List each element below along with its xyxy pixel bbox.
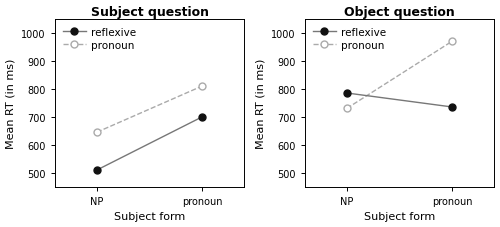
- Line: pronoun: pronoun: [94, 83, 206, 136]
- pronoun: [450, 41, 456, 43]
- Line: pronoun: pronoun: [344, 39, 456, 112]
- reflexive: [344, 92, 350, 95]
- Line: reflexive: reflexive: [344, 90, 456, 111]
- Y-axis label: Mean RT (in ms): Mean RT (in ms): [256, 58, 266, 148]
- Legend: reflexive, pronoun: reflexive, pronoun: [60, 25, 140, 54]
- pronoun: [344, 108, 350, 110]
- Y-axis label: Mean RT (in ms): Mean RT (in ms): [6, 58, 16, 148]
- Legend: reflexive, pronoun: reflexive, pronoun: [310, 25, 390, 54]
- pronoun: [200, 85, 205, 88]
- Line: reflexive: reflexive: [94, 114, 206, 174]
- X-axis label: Subject form: Subject form: [364, 212, 435, 222]
- Title: Subject question: Subject question: [90, 5, 208, 18]
- X-axis label: Subject form: Subject form: [114, 212, 185, 222]
- Title: Object question: Object question: [344, 5, 455, 18]
- reflexive: [94, 169, 100, 172]
- reflexive: [450, 106, 456, 109]
- pronoun: [94, 131, 100, 134]
- reflexive: [200, 116, 205, 119]
